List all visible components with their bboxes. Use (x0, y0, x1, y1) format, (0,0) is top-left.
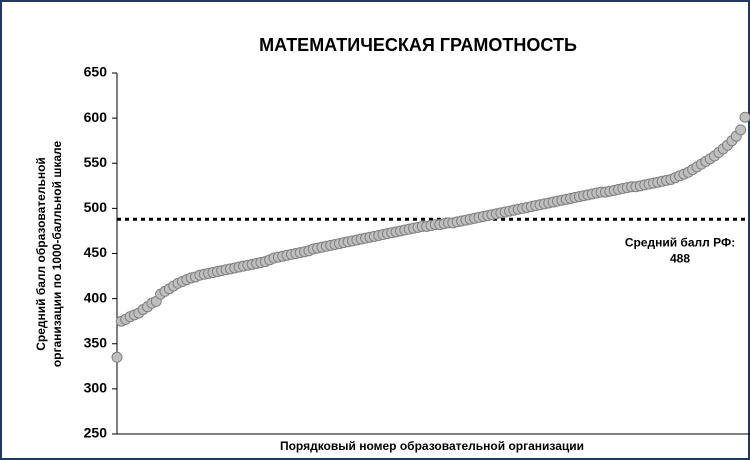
y-tick-label: 300 (84, 380, 108, 396)
x-axis-label: Порядковый номер образовательной организ… (280, 439, 584, 453)
y-tick-label: 400 (84, 289, 108, 305)
y-tick-label: 450 (84, 244, 108, 260)
y-axis-label: организации по 1000-балльной шкале (50, 141, 64, 368)
y-tick-label: 500 (84, 199, 108, 215)
reference-value: 488 (670, 251, 690, 265)
y-tick-label: 550 (84, 154, 108, 170)
y-axis-label: Средний балл образовательной (34, 157, 48, 351)
reference-label: Средний балл РФ: (625, 235, 735, 249)
chart-title: МАТЕМАТИЧЕСКАЯ ГРАМОТНОСТЬ (259, 35, 577, 55)
point (739, 111, 750, 123)
y-tick-label: 650 (84, 64, 108, 80)
point (735, 124, 747, 136)
y-tick-label: 250 (84, 425, 108, 441)
point (111, 351, 123, 363)
y-tick-label: 600 (84, 109, 108, 125)
y-tick-label: 350 (84, 334, 108, 350)
